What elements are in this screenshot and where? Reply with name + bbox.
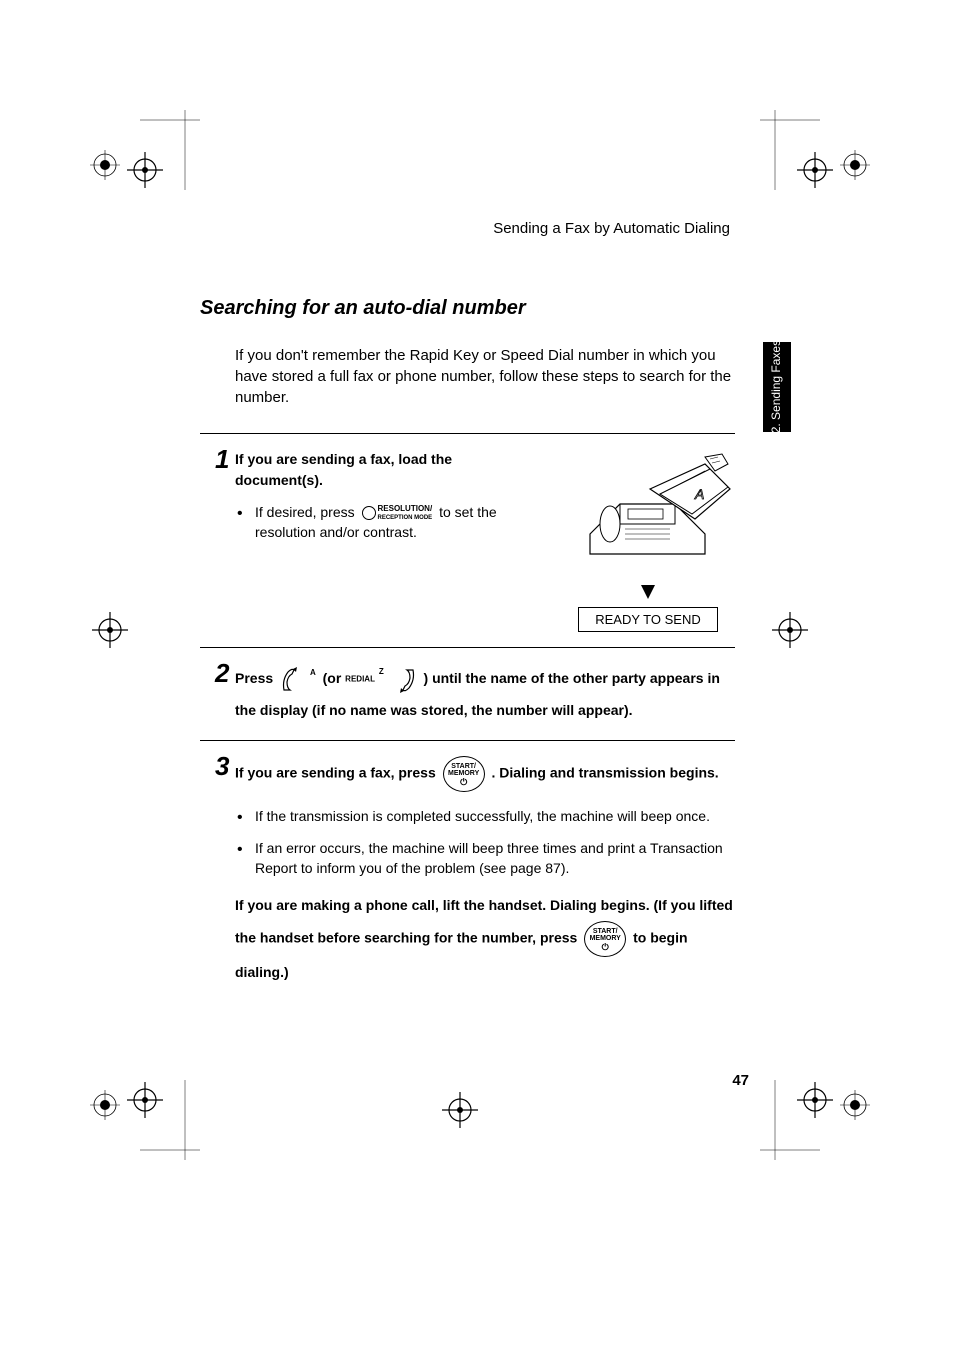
- text: If you are sending a fax, press: [235, 765, 436, 781]
- running-header: Sending a Fax by Automatic Dialing: [200, 220, 735, 237]
- a-label: A: [310, 668, 316, 677]
- step-number: 2: [215, 658, 229, 689]
- crop-mark-icon: [430, 1080, 490, 1140]
- crop-mark-icon: [80, 1080, 200, 1160]
- btn-label: START/: [451, 763, 476, 770]
- step1-title: If you are sending a fax, load the docum…: [235, 449, 540, 491]
- step3-bullet1: If the transmission is completed success…: [255, 807, 735, 827]
- step-3: 3 If you are sending a fax, press START/…: [200, 740, 735, 1002]
- btn-label-top: RESOLUTION/: [378, 504, 433, 513]
- down-arrow-button-icon: [391, 664, 417, 695]
- crop-mark-icon: [80, 600, 140, 660]
- crop-mark-icon: [760, 110, 880, 190]
- svg-text:A: A: [694, 486, 704, 502]
- side-tab-label: 2. Sending Faxes: [770, 340, 783, 433]
- text: (or: [323, 670, 342, 686]
- btn-label: START/: [593, 928, 618, 935]
- btn-label: MEMORY: [590, 935, 621, 942]
- page: 2. Sending Faxes Sending a Fax by Automa…: [0, 0, 954, 1351]
- step-number: 3: [215, 751, 229, 782]
- crop-mark-icon: [80, 110, 200, 190]
- side-tab: 2. Sending Faxes: [763, 342, 791, 432]
- up-arrow-button-icon: A: [280, 664, 316, 695]
- crop-mark-icon: [760, 600, 820, 660]
- btn-label: MEMORY: [448, 770, 479, 777]
- step1-bullet: If desired, press RESOLUTION/ RECEPTION …: [255, 503, 540, 542]
- crop-mark-icon: [760, 1080, 880, 1160]
- page-number: 47: [732, 1072, 749, 1089]
- step-1: 1 If you are sending a fax, load the doc…: [200, 433, 735, 647]
- resolution-button-icon: RESOLUTION/ RECEPTION MODE: [362, 505, 433, 521]
- step-number: 1: [215, 444, 229, 475]
- step-2: 2 Press A (or REDIAL Z: [200, 647, 735, 740]
- step3-bullet2: If an error occurs, the machine will bee…: [255, 839, 735, 878]
- fax-machine-icon: A: [560, 449, 735, 579]
- display-readout: READY TO SEND: [578, 607, 718, 632]
- content-area: Sending a Fax by Automatic Dialing Searc…: [200, 220, 735, 1003]
- btn-label-bot: RECEPTION MODE: [378, 515, 433, 521]
- start-memory-button-icon: START/ MEMORY ⏻: [443, 756, 485, 792]
- start-memory-button-icon: START/ MEMORY ⏻: [584, 921, 626, 957]
- text: . Dialing and transmission begins.: [492, 765, 719, 781]
- arrow-down-icon: [641, 585, 655, 599]
- redial-label: REDIAL: [345, 675, 375, 684]
- text: If desired, press: [255, 504, 355, 520]
- intro-text: If you don't remember the Rapid Key or S…: [235, 345, 735, 408]
- section-title: Searching for an auto-dial number: [200, 297, 735, 320]
- step1-illustration: A READY TO SEND: [560, 449, 735, 632]
- text: Press: [235, 670, 273, 686]
- z-label: Z: [379, 667, 384, 676]
